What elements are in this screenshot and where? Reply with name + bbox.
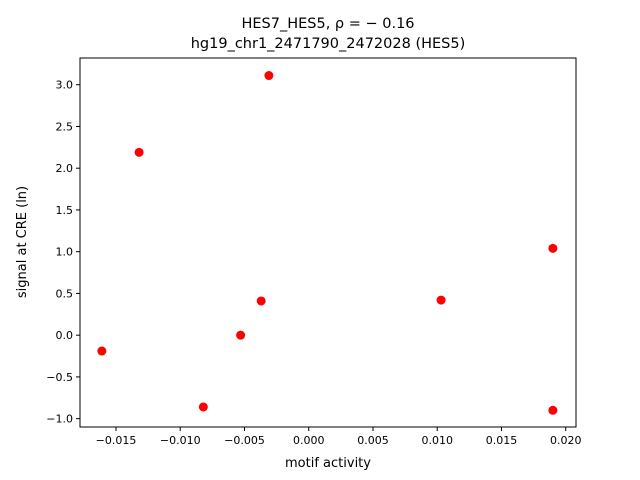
chart-title-line2: hg19_chr1_2471790_2472028 (HES5) — [191, 36, 466, 52]
y-tick-label: 0.5 — [56, 287, 74, 300]
x-tick-label: 0.020 — [550, 434, 582, 447]
x-axis: −0.015 −0.010 −0.005 0.000 0.005 0.010 0.015 0.… — [96, 427, 582, 447]
data-point — [548, 243, 558, 253]
y-tick-label: 0.0 — [56, 329, 74, 342]
y-tick-label: −1.0 — [46, 413, 73, 426]
y-tick-label: 1.0 — [56, 246, 74, 259]
x-tick-label: 0.010 — [421, 434, 453, 447]
y-tick-label: −0.5 — [46, 371, 73, 384]
data-point — [256, 296, 266, 306]
y-axis: −1.0 −0.5 0.0 0.5 1.0 1.5 2.0 2.5 3.0 — [46, 79, 80, 426]
data-point — [134, 147, 144, 157]
x-tick-label: −0.010 — [160, 434, 201, 447]
data-point — [548, 405, 558, 415]
y-tick-label: 2.0 — [56, 162, 74, 175]
x-tick-label: 0.000 — [293, 434, 325, 447]
data-points — [97, 71, 558, 415]
data-point — [264, 71, 274, 81]
y-tick-label: 3.0 — [56, 79, 74, 92]
x-tick-label: −0.005 — [224, 434, 265, 447]
y-axis-label: signal at CRE (ln) — [15, 186, 30, 298]
y-tick-label: 1.5 — [56, 204, 74, 217]
data-point — [97, 346, 107, 356]
data-point — [236, 330, 246, 340]
x-tick-label: 0.005 — [357, 434, 389, 447]
y-tick-label: 2.5 — [56, 120, 74, 133]
data-point — [436, 295, 446, 305]
data-point — [198, 402, 208, 412]
plot-frame — [79, 57, 577, 428]
x-axis-label: motif activity — [285, 456, 371, 471]
x-tick-label: −0.015 — [96, 434, 137, 447]
x-tick-label: 0.015 — [486, 434, 518, 447]
chart-title-line1: HES7_HES5, ρ = − 0.16 — [241, 16, 414, 32]
